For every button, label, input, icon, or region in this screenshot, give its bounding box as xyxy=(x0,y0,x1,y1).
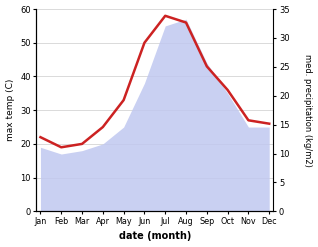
Y-axis label: med. precipitation (kg/m2): med. precipitation (kg/m2) xyxy=(303,54,313,167)
Y-axis label: max temp (C): max temp (C) xyxy=(5,79,15,141)
X-axis label: date (month): date (month) xyxy=(119,231,191,242)
